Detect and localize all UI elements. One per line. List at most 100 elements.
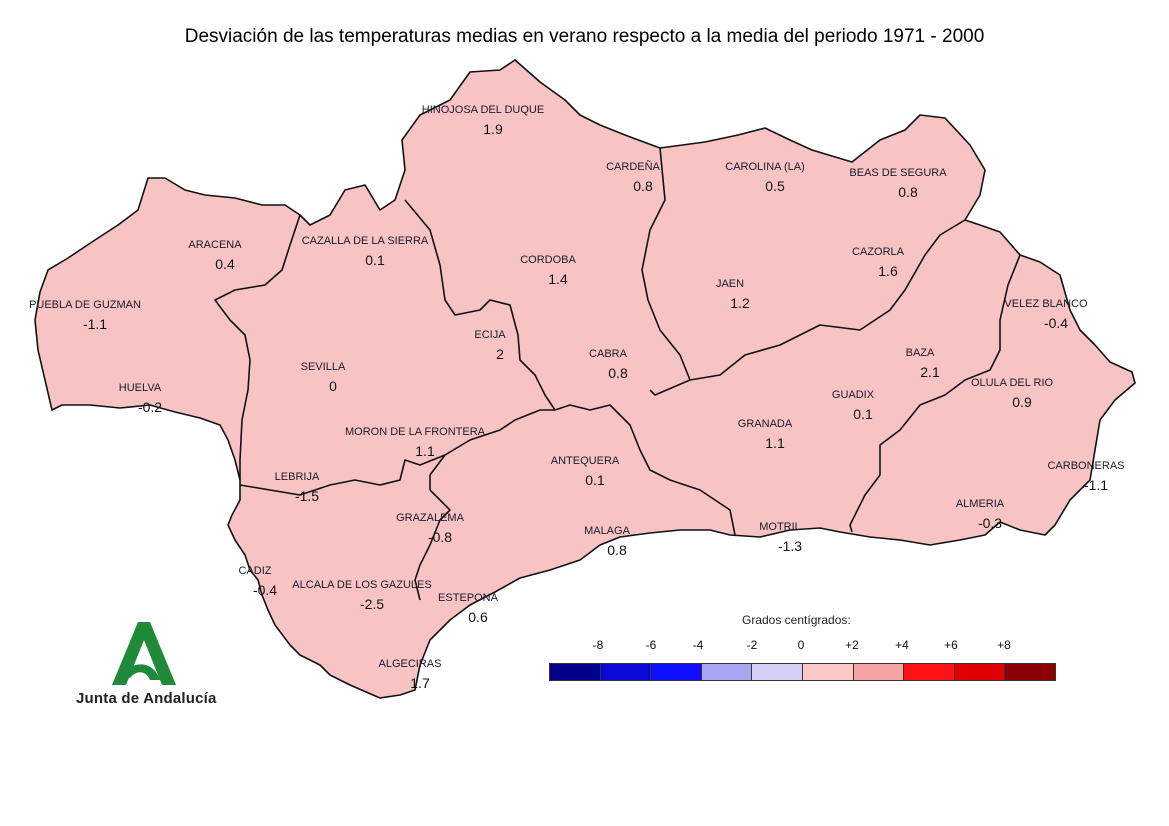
legend-tick: +8 xyxy=(997,638,1011,652)
station-name: GRAZALEMA xyxy=(396,512,465,524)
station-value: 1.4 xyxy=(548,271,568,287)
station-name: CORDOBA xyxy=(520,254,576,266)
legend-tick: 0 xyxy=(797,638,805,652)
station: CAZORLA 1.6 xyxy=(852,246,905,279)
station-value: -2.5 xyxy=(360,596,384,612)
station: MORON DE LA FRONTERA 1.1 xyxy=(345,426,486,459)
station-name: ALCALA DE LOS GAZULES xyxy=(292,579,431,591)
station-name: CADIZ xyxy=(239,565,272,577)
station: ALMERIA -0.3 xyxy=(956,498,1005,531)
station: BEAS DE SEGURA 0.8 xyxy=(849,167,947,200)
station-value: 0.9 xyxy=(1012,394,1032,410)
station-value: 0 xyxy=(329,378,337,394)
station: ALCALA DE LOS GAZULES -2.5 xyxy=(292,579,431,612)
station-value: 1.7 xyxy=(410,675,430,691)
station-value: 0.6 xyxy=(468,609,488,625)
station: MOTRIL -1.3 xyxy=(759,521,802,554)
legend-swatch xyxy=(701,664,753,680)
legend-swatch xyxy=(954,664,1006,680)
station: CAROLINA (LA) 0.5 xyxy=(725,161,804,194)
station: HUELVA -0.2 xyxy=(119,382,162,415)
station-value: 2 xyxy=(496,346,504,362)
province-boundaries xyxy=(34,59,1136,699)
station-name: CARDEÑA xyxy=(606,160,660,173)
station: GRANADA 1.1 xyxy=(738,418,793,451)
logo-text: Junta de Andalucía xyxy=(76,690,217,707)
station: ESTEPONA 0.6 xyxy=(438,592,499,625)
station-value: -0.8 xyxy=(428,529,452,545)
station-name: ARACENA xyxy=(188,239,242,251)
station-value: 0.4 xyxy=(215,256,235,272)
legend-tick: -8 xyxy=(592,638,604,652)
station-value: 1.6 xyxy=(878,263,898,279)
legend-swatch xyxy=(802,664,854,680)
station-value: -1.1 xyxy=(83,316,107,332)
station: ARACENA 0.4 xyxy=(188,239,242,272)
station: ECIJA 2 xyxy=(474,329,506,362)
station-name: CAZALLA DE LA SIERRA xyxy=(302,235,429,247)
station-name: ALGECIRAS xyxy=(379,658,442,670)
station-value: 0.1 xyxy=(365,252,385,268)
station-name: CAROLINA (LA) xyxy=(725,161,804,173)
station-value: 0.1 xyxy=(853,406,873,422)
station-value: 2.1 xyxy=(920,364,940,380)
station-name: PUEBLA DE GUZMAN xyxy=(29,299,141,311)
station-name: ESTEPONA xyxy=(438,592,499,604)
station-value: 1.1 xyxy=(415,443,435,459)
station-value: -0.2 xyxy=(138,399,162,415)
station: VELEZ BLANCO -0.4 xyxy=(1004,298,1088,331)
station-name: OLULA DEL RIO xyxy=(971,377,1054,389)
station-labels: HINOJOSA DEL DUQUE 1.9 CARDEÑA 0.8 CAROLINA … xyxy=(29,104,1124,691)
station-name: JAEN xyxy=(716,278,744,290)
legend-tick: +6 xyxy=(944,638,958,652)
station: CARBONERAS -1.1 xyxy=(1047,460,1124,493)
legend-swatch xyxy=(752,664,803,680)
station: GRAZALEMA -0.8 xyxy=(396,512,465,545)
station-value: 0.8 xyxy=(633,178,653,194)
station: CADIZ -0.4 xyxy=(239,565,278,598)
station-name: CARBONERAS xyxy=(1047,460,1124,472)
station-value: 1.1 xyxy=(765,435,785,451)
legend-tick: -6 xyxy=(645,638,657,652)
station: OLULA DEL RIO 0.9 xyxy=(971,377,1054,410)
station-name: BEAS DE SEGURA xyxy=(849,167,947,179)
station: HINOJOSA DEL DUQUE 1.9 xyxy=(422,104,544,137)
station-name: HINOJOSA DEL DUQUE xyxy=(422,104,544,116)
station-name: CAZORLA xyxy=(852,246,905,258)
station: GUADIX 0.1 xyxy=(832,389,875,422)
station-name: GUADIX xyxy=(832,389,875,401)
station-name: CABRA xyxy=(589,348,628,360)
legend-swatch xyxy=(651,664,702,680)
station-name: ECIJA xyxy=(474,329,506,341)
station-name: HUELVA xyxy=(119,382,162,394)
legend-swatch xyxy=(1005,664,1055,680)
legend-swatch xyxy=(853,664,905,680)
station-value: -0.4 xyxy=(253,582,277,598)
station-value: -1.3 xyxy=(778,538,802,554)
map-title: Desviación de las temperaturas medias en… xyxy=(184,26,985,47)
legend-swatch xyxy=(600,664,652,680)
station-name: MORON DE LA FRONTERA xyxy=(345,426,486,438)
legend-tick: +2 xyxy=(845,638,859,652)
station: ALGECIRAS 1.7 xyxy=(379,658,442,691)
legend-color-bar xyxy=(549,663,1056,681)
station: MALAGA 0.8 xyxy=(584,525,631,558)
station: CABRA 0.8 xyxy=(589,348,628,381)
station-value: -1.5 xyxy=(295,488,319,504)
station: CORDOBA 1.4 xyxy=(520,254,576,287)
station-value: 1.2 xyxy=(730,295,750,311)
station-name: ALMERIA xyxy=(956,498,1005,510)
station-value: 0.8 xyxy=(898,184,918,200)
station-value: 1.9 xyxy=(483,121,503,137)
station-name: MOTRIL xyxy=(759,521,801,533)
station-value: 0.8 xyxy=(607,542,627,558)
legend-swatch xyxy=(550,664,601,680)
station: CARDEÑA 0.8 xyxy=(606,160,660,194)
station-name: GRANADA xyxy=(738,418,793,430)
station-name: BAZA xyxy=(906,347,935,359)
station-name: ANTEQUERA xyxy=(551,455,620,467)
station-name: SEVILLA xyxy=(301,361,346,373)
legend-tick: +4 xyxy=(895,638,909,652)
station-name: MALAGA xyxy=(584,525,631,537)
